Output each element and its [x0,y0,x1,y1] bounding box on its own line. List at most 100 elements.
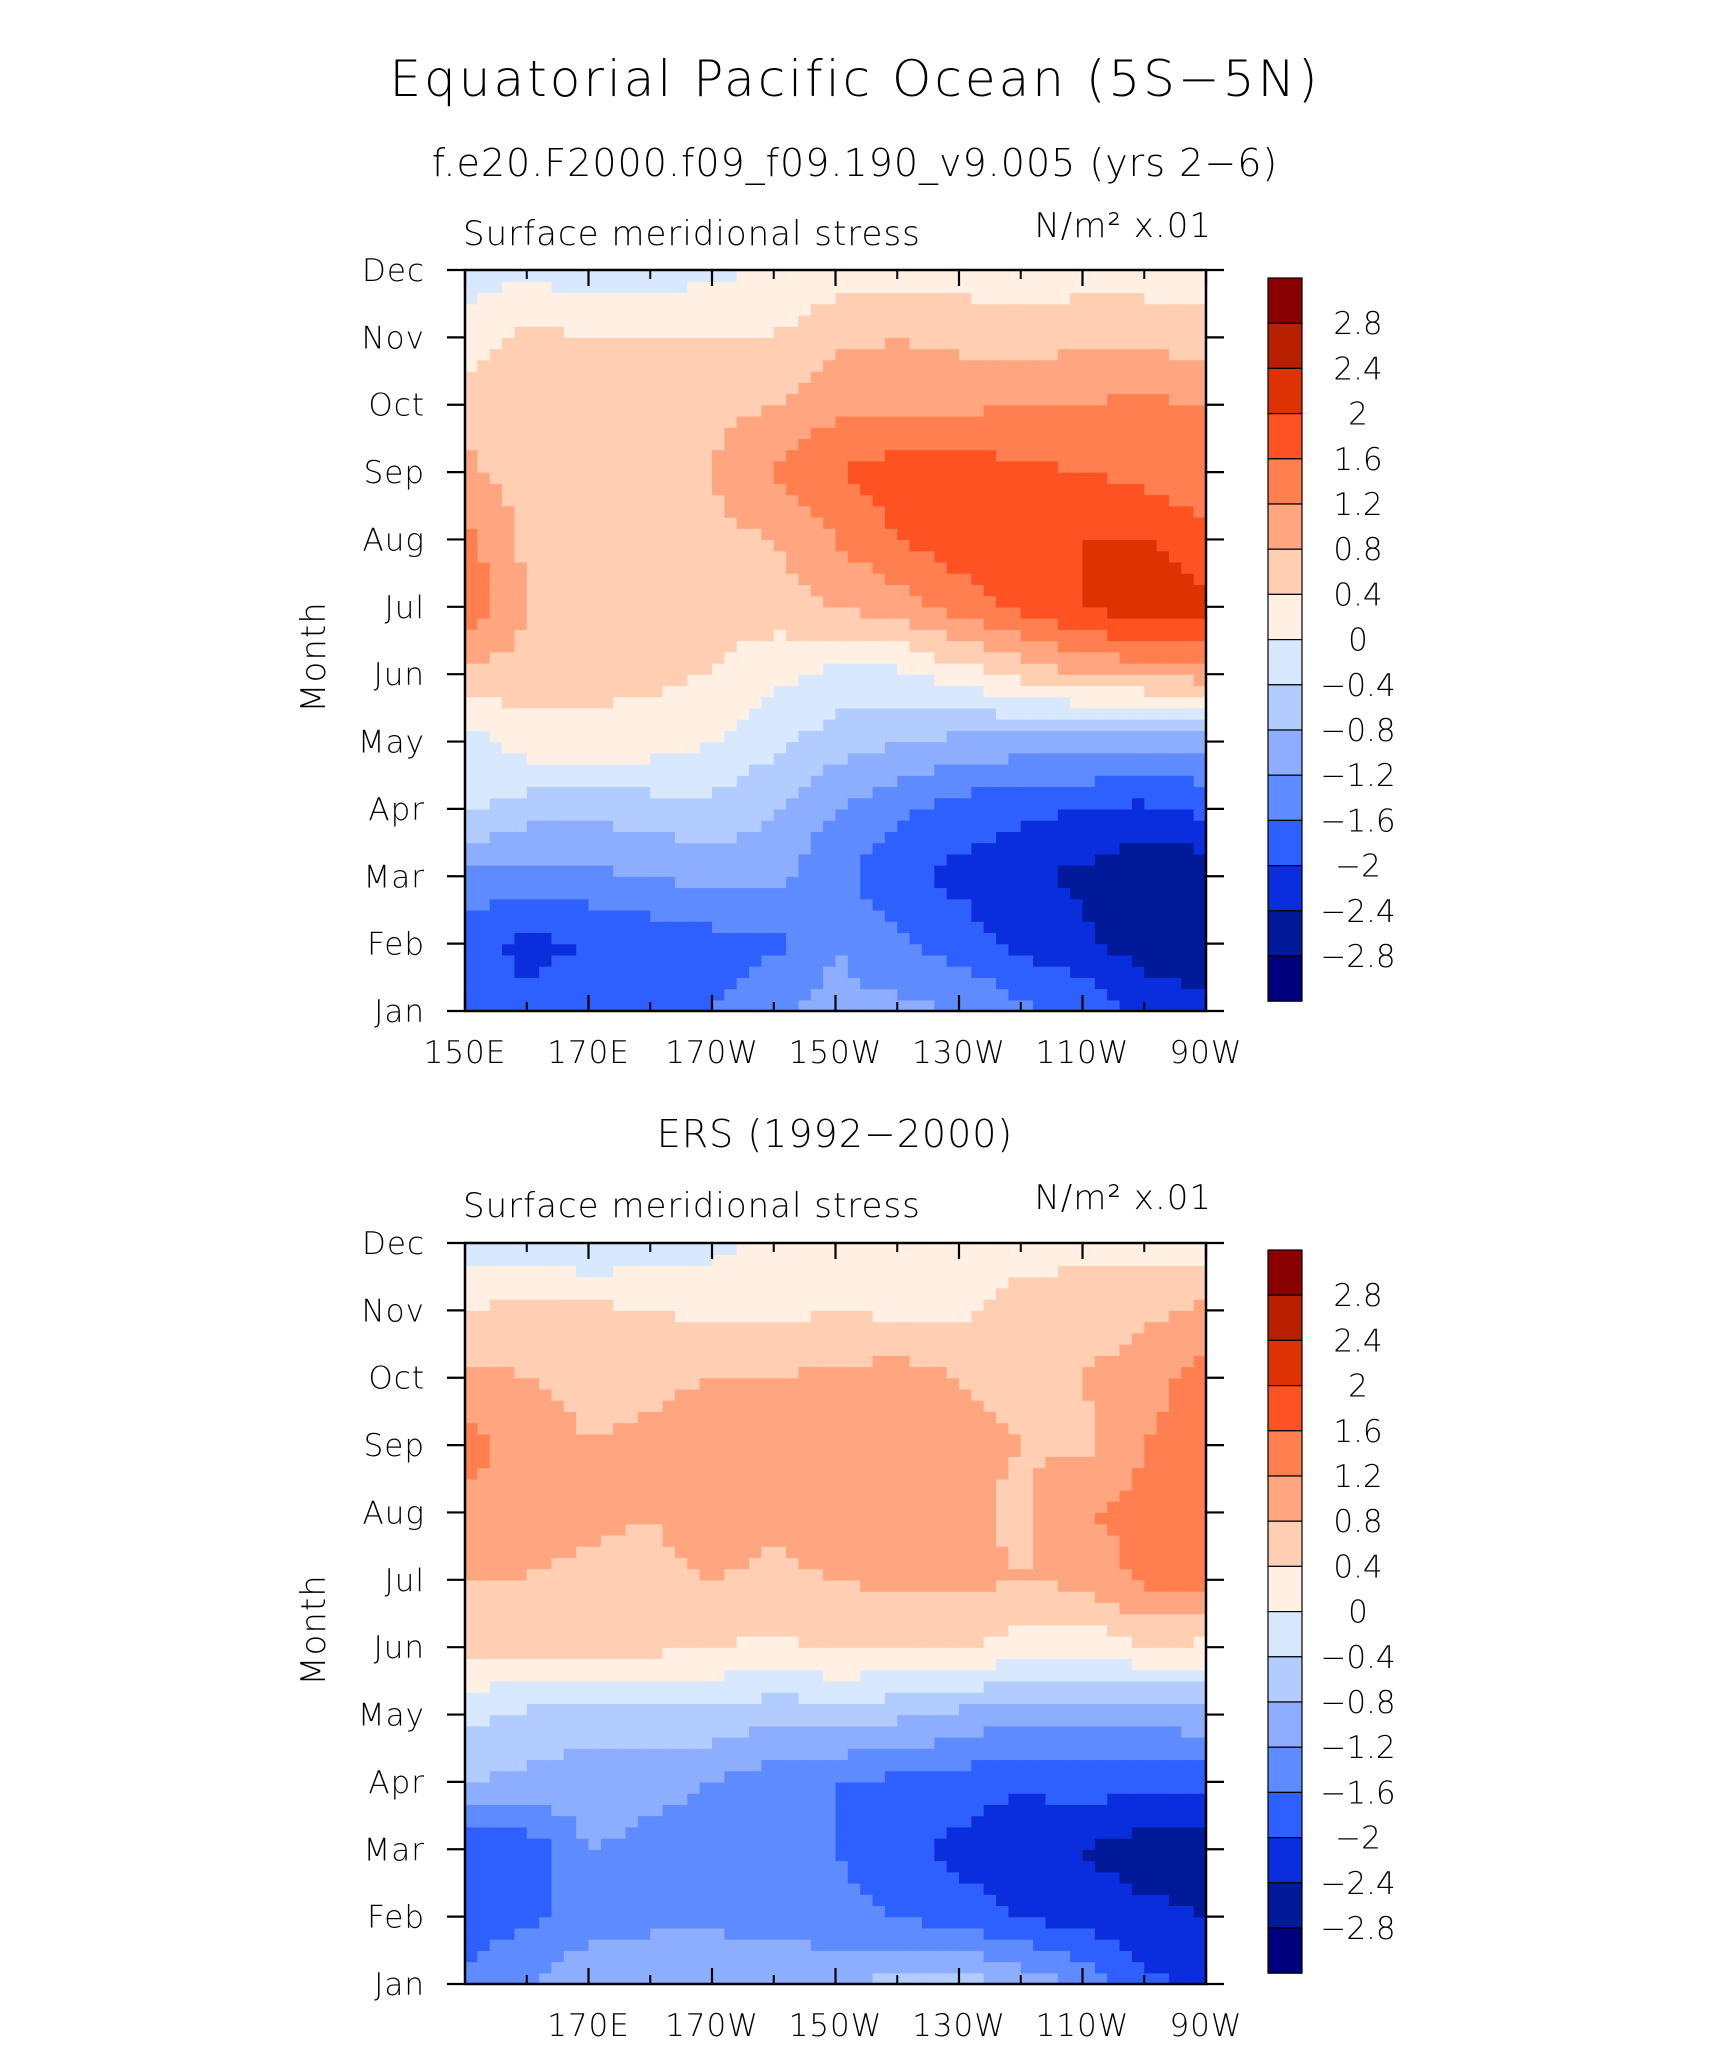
heatmap-cell [1193,898,1207,911]
heatmap-cell [959,550,972,563]
heatmap-cell [551,382,565,395]
heatmap-cell [884,292,898,305]
heatmap-cell [600,674,614,687]
heatmap-cell [699,292,713,305]
heatmap-cell [1168,404,1182,417]
heatmap-cell [662,966,676,978]
heatmap-cell [823,674,837,687]
heatmap-cell [798,797,812,810]
heatmap-cell [835,943,849,956]
heatmap-cell [749,954,762,967]
heatmap-cell [971,887,985,900]
heatmap-cell [773,932,787,945]
heatmap-cell [1131,674,1145,687]
heatmap-cell [1008,337,1022,350]
heatmap-cell [847,966,861,978]
heatmap-cell [921,1961,935,1974]
heatmap-cell [934,932,948,945]
heatmap-cell [773,865,787,877]
heatmap-cell [1168,730,1182,743]
heatmap-cell [576,438,590,451]
heatmap-cell [1070,427,1084,440]
heatmap-cell [946,898,960,911]
heatmap-cell [736,640,750,653]
heatmap-cell [1144,977,1158,990]
heatmap-cell [1131,1939,1145,1951]
heatmap-cell [996,483,1009,496]
heatmap-cell [921,898,935,911]
heatmap-cell [872,550,886,563]
heatmap-cell [786,382,800,395]
heatmap-cell [773,685,787,698]
heatmap-cell [946,876,960,889]
heatmap-cell [835,1916,849,1929]
heatmap-cell [798,786,812,799]
heatmap-cell [600,595,614,608]
heatmap-cell [1045,561,1059,574]
heatmap-cell [1082,887,1096,900]
heatmap-cell [835,371,849,383]
heatmap-cell [1094,606,1108,619]
heatmap-cell [1131,415,1145,428]
heatmap-cell [884,842,898,855]
heatmap-cell [921,404,935,417]
heatmap-cell [909,719,923,731]
heatmap-cell [576,415,590,428]
heatmap-cell [637,595,651,608]
heatmap-cell [921,348,935,361]
heatmap-cell [810,303,824,316]
heatmap-cell [884,573,898,585]
heatmap-cell [1094,966,1108,978]
heatmap-cell [1119,1826,1133,1839]
heatmap-cell [1131,853,1145,866]
heatmap-cell [1168,662,1182,675]
heatmap-cell [909,314,923,327]
heatmap-cell [1144,314,1158,327]
heatmap-cell [847,595,861,608]
heatmap-cell [1144,853,1158,866]
heatmap-cell [1131,1905,1145,1918]
heatmap-cell [1107,921,1121,934]
heatmap-cell [921,292,935,305]
heatmap-cell [674,764,688,776]
heatmap-cell [1193,561,1207,574]
heatmap-cell [477,382,491,395]
heatmap-cell [712,966,725,978]
heatmap-cell [539,483,553,496]
heatmap-cell [514,449,528,462]
heatmap-cell [971,707,985,720]
heatmap-cell [1070,561,1084,574]
heatmap-cell [736,595,750,608]
heatmap-cell [699,337,713,350]
heatmap-cell [1193,662,1207,675]
heatmap-cell [465,853,478,866]
heatmap-cell [1008,1871,1022,1884]
heatmap-cell [600,494,614,507]
heatmap-cell [576,707,590,720]
heatmap-cell [761,1849,775,1862]
heatmap-cell [699,662,713,675]
heatmap-cell [1070,438,1084,451]
heatmap-cell [761,696,775,709]
heatmap-cell [514,786,528,799]
heatmap-cell [588,1826,602,1839]
heatmap-cell [712,472,725,484]
heatmap-cell [1107,629,1121,642]
heatmap-cell [650,764,664,776]
heatmap-cell [502,696,515,709]
heatmap-cell [1045,797,1059,810]
heatmap-cell [625,1882,639,1895]
heatmap-cell [1131,584,1145,597]
heatmap-cell [724,1826,738,1839]
colorbar-swatch [1267,413,1303,460]
heatmap-cell [588,314,602,327]
heatmap-cell [539,651,553,664]
heatmap-cell [712,1804,725,1817]
heatmap-cell [1168,539,1182,552]
heatmap-cell [1168,1972,1182,1985]
heatmap-cell [1181,775,1195,788]
heatmap-cell [477,775,491,788]
heatmap-cell [786,303,800,316]
heatmap-cell [1119,696,1133,709]
heatmap-cell [736,1905,750,1918]
